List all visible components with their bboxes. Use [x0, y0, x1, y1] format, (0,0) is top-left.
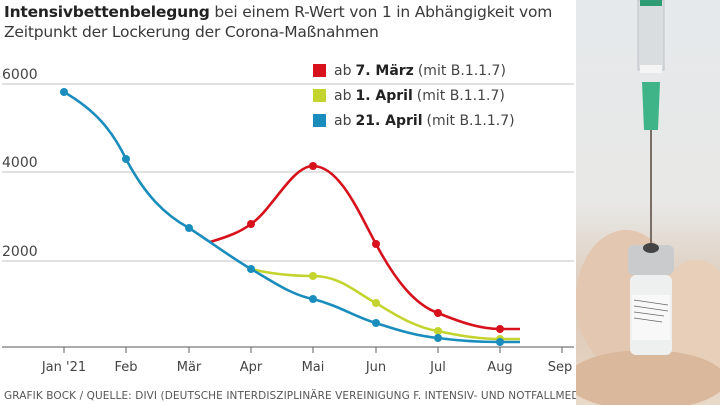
series-red-maerz	[209, 162, 520, 333]
y-tick-label: 2000	[2, 244, 38, 260]
x-tick-label: Feb	[114, 360, 137, 375]
chart-title-rest: bei einem R-Wert von 1 in Abhängigkeit v…	[4, 3, 553, 41]
legend-suffix: (mit B.1.1.7)	[426, 112, 515, 129]
legend-date: 7. März	[355, 62, 414, 79]
legend-prefix: ab	[334, 87, 352, 104]
y-tick-label: 4000	[2, 155, 38, 171]
legend-swatch-red	[313, 64, 326, 77]
legend-item-april: ab 1. April (mit B.1.1.7)	[313, 83, 515, 108]
x-tick-label: Jul	[429, 360, 446, 375]
legend-item-april21: ab 21. April (mit B.1.1.7)	[313, 108, 515, 133]
legend-swatch-blue	[313, 114, 326, 127]
legend-date: 1. April	[355, 87, 413, 104]
x-axis	[2, 346, 574, 353]
x-tick-label: Sep	[548, 360, 573, 375]
legend-item-maerz: ab 7. März (mit B.1.1.7)	[313, 58, 515, 83]
chart-title: Intensivbettenbelegung bei einem R-Wert …	[4, 2, 564, 42]
legend-swatch-green	[313, 89, 326, 102]
series-green-april	[250, 267, 520, 343]
syringe-vial-icon	[576, 0, 720, 405]
chart-title-bold: Intensivbettenbelegung	[4, 3, 210, 21]
y-axis-labels: 6000 4000 2000	[2, 67, 38, 260]
x-axis-labels: Jan '21 Feb Mär Apr Mai Jun Jul Aug Sep	[41, 360, 572, 375]
line-chart: 6000 4000 2000 Jan '21 Feb Mär Apr Mai J…	[2, 67, 574, 375]
series-blue-april21	[60, 88, 520, 346]
legend-date: 21. April	[355, 112, 423, 129]
x-tick-label: Jun	[365, 360, 386, 375]
gridlines	[2, 83, 574, 262]
x-tick-label: Apr	[240, 360, 263, 375]
x-tick-label: Jan '21	[41, 360, 86, 375]
x-tick-label: Aug	[487, 360, 512, 375]
x-tick-label: Mär	[177, 360, 202, 375]
chart-source: GRAFIK BOCK / QUELLE: DIVI (DEUTSCHE INT…	[4, 390, 606, 402]
legend-suffix: (mit B.1.1.7)	[417, 62, 506, 79]
legend-prefix: ab	[334, 62, 352, 79]
y-tick-label: 6000	[2, 67, 38, 83]
vaccine-photo	[576, 0, 720, 405]
legend-prefix: ab	[334, 112, 352, 129]
x-tick-label: Mai	[302, 360, 325, 375]
chart-legend: ab 7. März (mit B.1.1.7) ab 1. April (mi…	[313, 58, 515, 133]
legend-suffix: (mit B.1.1.7)	[416, 87, 505, 104]
